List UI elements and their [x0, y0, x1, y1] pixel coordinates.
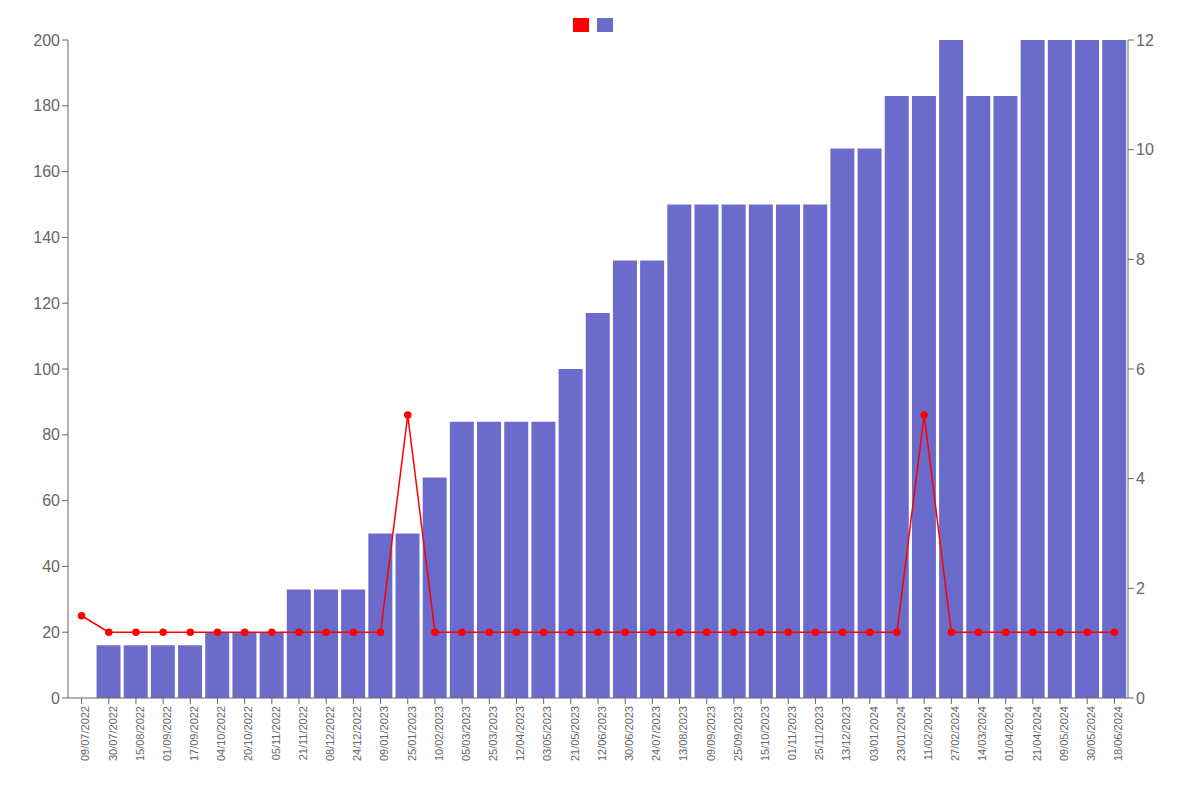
- svg-text:23/01/2024: 23/01/2024: [895, 706, 907, 761]
- svg-text:15/10/2023: 15/10/2023: [759, 706, 771, 761]
- svg-text:21/11/2022: 21/11/2022: [297, 706, 309, 760]
- svg-text:13/08/2023: 13/08/2023: [677, 706, 689, 761]
- svg-text:25/09/2023: 25/09/2023: [732, 706, 744, 761]
- svg-text:12/04/2023: 12/04/2023: [514, 706, 526, 761]
- svg-text:18/06/2024: 18/06/2024: [1112, 706, 1124, 761]
- svg-text:01/11/2023: 01/11/2023: [786, 706, 798, 760]
- svg-text:24/12/2022: 24/12/2022: [351, 706, 363, 761]
- svg-text:13/12/2023: 13/12/2023: [840, 706, 852, 761]
- svg-text:25/01/2023: 25/01/2023: [406, 706, 418, 761]
- svg-text:09/07/2022: 09/07/2022: [79, 706, 91, 761]
- svg-text:24/07/2023: 24/07/2023: [650, 706, 662, 761]
- svg-text:0: 0: [1136, 690, 1145, 707]
- svg-text:80: 80: [42, 426, 60, 443]
- svg-text:30/06/2023: 30/06/2023: [623, 706, 635, 761]
- svg-text:12/06/2023: 12/06/2023: [596, 706, 608, 761]
- svg-text:01/09/2022: 01/09/2022: [161, 706, 173, 761]
- svg-text:15/08/2022: 15/08/2022: [134, 706, 146, 761]
- svg-text:160: 160: [33, 163, 60, 180]
- svg-text:20: 20: [42, 624, 60, 641]
- svg-text:40: 40: [42, 558, 60, 575]
- svg-text:30/05/2024: 30/05/2024: [1085, 706, 1097, 761]
- svg-text:14/03/2024: 14/03/2024: [976, 706, 988, 761]
- svg-text:2: 2: [1136, 580, 1145, 597]
- svg-text:12: 12: [1136, 32, 1154, 49]
- svg-text:8: 8: [1136, 251, 1145, 268]
- svg-text:21/04/2024: 21/04/2024: [1031, 706, 1043, 761]
- svg-text:6: 6: [1136, 361, 1145, 378]
- svg-text:09/05/2024: 09/05/2024: [1058, 706, 1070, 761]
- svg-text:60: 60: [42, 492, 60, 509]
- svg-text:05/11/2022: 05/11/2022: [270, 706, 282, 760]
- svg-text:27/02/2024: 27/02/2024: [949, 706, 961, 761]
- svg-text:08/12/2022: 08/12/2022: [324, 706, 336, 761]
- svg-text:140: 140: [33, 229, 60, 246]
- svg-text:03/05/2023: 03/05/2023: [541, 706, 553, 761]
- svg-text:4: 4: [1136, 470, 1145, 487]
- svg-text:25/11/2023: 25/11/2023: [813, 706, 825, 760]
- svg-text:01/04/2024: 01/04/2024: [1004, 706, 1016, 761]
- svg-text:09/01/2023: 09/01/2023: [378, 706, 390, 761]
- svg-text:09/09/2023: 09/09/2023: [705, 706, 717, 761]
- svg-text:10/02/2023: 10/02/2023: [433, 706, 445, 761]
- svg-text:200: 200: [33, 32, 60, 49]
- svg-text:03/01/2024: 03/01/2024: [868, 706, 880, 761]
- svg-text:25/03/2023: 25/03/2023: [487, 706, 499, 761]
- svg-text:120: 120: [33, 295, 60, 312]
- svg-text:11/02/2024: 11/02/2024: [922, 706, 934, 760]
- svg-text:20/10/2022: 20/10/2022: [242, 706, 254, 761]
- svg-text:17/09/2022: 17/09/2022: [188, 706, 200, 761]
- svg-text:04/10/2022: 04/10/2022: [215, 706, 227, 761]
- svg-text:05/03/2023: 05/03/2023: [460, 706, 472, 761]
- svg-text:21/05/2023: 21/05/2023: [569, 706, 581, 761]
- svg-text:30/07/2022: 30/07/2022: [107, 706, 119, 761]
- svg-text:0: 0: [51, 690, 60, 707]
- svg-text:180: 180: [33, 97, 60, 114]
- svg-text:100: 100: [33, 361, 60, 378]
- svg-text:10: 10: [1136, 141, 1154, 158]
